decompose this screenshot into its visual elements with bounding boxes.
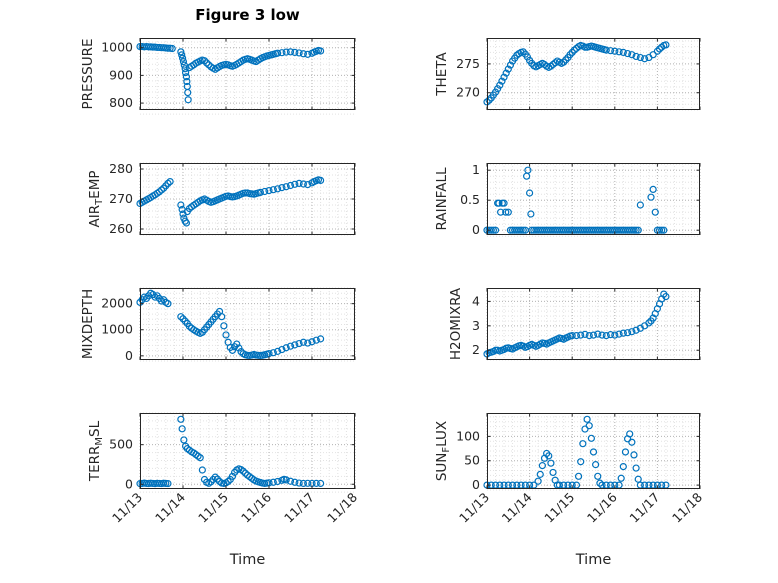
svg-text:RAINFALL: RAINFALL: [434, 167, 450, 230]
svg-text:11/14: 11/14: [152, 489, 188, 525]
xlabel-left-column: Time: [229, 552, 266, 568]
svg-text:0: 0: [472, 222, 480, 237]
figure-title: Figure 3 low: [195, 6, 300, 24]
svg-text:SUNFLUX: SUNFLUX: [434, 421, 452, 481]
subplot-sunflux: 0 50 100 11/13 11/14 11/15 11/16 11/17 11/18 SUNF…: [434, 413, 705, 526]
rainfall-chart: 0 0.5 1 RAINFALL: [434, 162, 701, 237]
theta-chart: 270 275 THETA: [434, 38, 701, 111]
pressure-chart: 800 900 1000 PRESSURE: [80, 38, 356, 115]
svg-text:AIRTEMP: AIRTEMP: [87, 170, 105, 227]
xlabel-right-column: Time: [575, 552, 612, 568]
svg-text:4: 4: [472, 293, 480, 308]
svg-text:280: 280: [109, 161, 133, 176]
svg-text:THETA: THETA: [434, 52, 450, 97]
svg-text:260: 260: [109, 221, 133, 236]
svg-text:11/18: 11/18: [669, 489, 705, 525]
svg-text:3: 3: [472, 318, 480, 333]
svg-text:0: 0: [125, 348, 133, 363]
svg-text:50: 50: [464, 453, 480, 468]
svg-text:MIXDEPTH: MIXDEPTH: [80, 289, 96, 359]
svg-text:11/13: 11/13: [456, 490, 492, 526]
svg-text:11/14: 11/14: [499, 489, 535, 525]
svg-text:275: 275: [456, 56, 480, 71]
svg-text:100: 100: [456, 428, 480, 443]
subplot-airtemp: 260 270 280 AIRTEMP: [87, 161, 356, 236]
svg-text:800: 800: [109, 95, 133, 110]
svg-text:1: 1: [472, 162, 480, 177]
svg-text:2000: 2000: [101, 296, 133, 311]
svg-text:270: 270: [109, 191, 133, 206]
svg-text:270: 270: [456, 85, 480, 100]
svg-text:TERRMSL: TERRMSL: [87, 420, 105, 482]
subplot-pressure: 800 900 1000 PRESSURE: [80, 38, 356, 115]
airtemp-chart: 260 270 280 AIRTEMP: [87, 161, 356, 236]
svg-text:PRESSURE: PRESSURE: [80, 39, 96, 110]
subplot-theta: 270 275 THETA: [434, 38, 701, 111]
subplot-h2omixra: 2 3 4 H2OMIXRA: [448, 287, 701, 361]
svg-text:2: 2: [472, 342, 480, 357]
svg-text:11/13: 11/13: [109, 490, 145, 526]
svg-text:11/16: 11/16: [584, 489, 620, 525]
svg-text:H2OMIXRA: H2OMIXRA: [448, 287, 464, 360]
svg-text:0.5: 0.5: [460, 192, 480, 207]
subplot-terrmsl: 0 500 11/13 11/14 11/15 11/16 11/17 11/18 TERRMS…: [87, 412, 360, 526]
svg-text:11/18: 11/18: [324, 489, 360, 525]
svg-text:900: 900: [109, 67, 133, 82]
svg-text:11/17: 11/17: [281, 490, 317, 526]
subplot-mixdepth: 0 1000 2000 MIXDEPTH: [80, 287, 356, 363]
sunflux-chart: 0 50 100 11/13 11/14 11/15 11/16 11/17 11/18 SUNF…: [434, 413, 705, 526]
mixdepth-chart: 0 1000 2000 MIXDEPTH: [80, 287, 356, 363]
svg-text:1000: 1000: [101, 322, 133, 337]
svg-text:11/16: 11/16: [238, 489, 274, 525]
svg-text:11/15: 11/15: [195, 490, 231, 526]
svg-text:1000: 1000: [101, 40, 133, 55]
svg-text:0: 0: [125, 476, 133, 491]
subplot-rainfall: 0 0.5 1 RAINFALL: [434, 162, 701, 237]
svg-text:500: 500: [109, 437, 133, 452]
h2omixra-chart: 2 3 4 H2OMIXRA: [448, 287, 701, 361]
svg-text:11/17: 11/17: [626, 490, 662, 526]
svg-text:0: 0: [472, 477, 480, 492]
terrmsl-chart: 0 500 11/13 11/14 11/15 11/16 11/17 11/18 TERRMS…: [87, 412, 360, 526]
svg-text:11/15: 11/15: [541, 490, 577, 526]
